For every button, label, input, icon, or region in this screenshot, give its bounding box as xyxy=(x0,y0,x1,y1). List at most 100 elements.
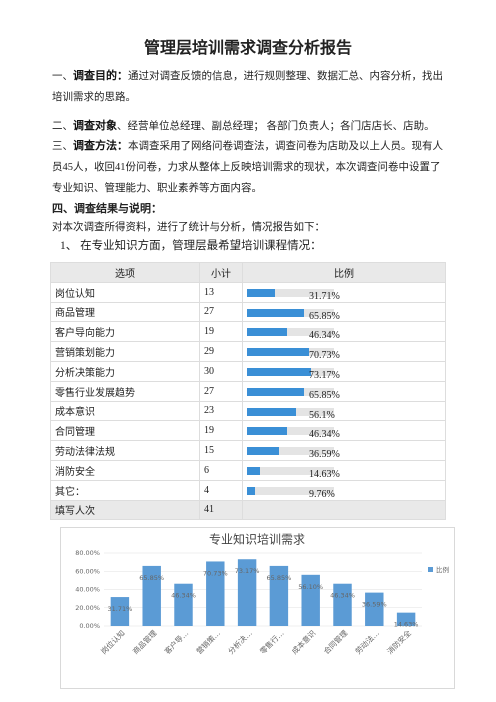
bar xyxy=(247,407,296,416)
bar-track: 14.63% xyxy=(247,466,340,480)
number: 一、 xyxy=(52,71,73,82)
bar xyxy=(247,288,275,297)
text: 、经营单位总经理、副总经理； 各部门负责人；各门店店长、店助。 xyxy=(117,121,435,132)
y-tick-label: 0.00% xyxy=(79,622,100,630)
bar xyxy=(174,583,193,626)
text: 本调查采用了网络问卷调查法，调查问卷为店助及以上人员。现有人员45人，收回41份… xyxy=(52,141,443,194)
bar xyxy=(247,367,311,376)
title: 管理层培训需求调查分析报告 xyxy=(143,38,352,57)
bar xyxy=(247,387,305,396)
label: 调查对象 xyxy=(73,119,117,132)
bar xyxy=(247,348,309,357)
row: 劳动法律法规 15 36.59% xyxy=(50,440,446,461)
count: 15 xyxy=(199,440,243,461)
bar xyxy=(247,486,256,495)
ratio-cell: 14.63% xyxy=(242,459,446,481)
ratio-label: 70.73% xyxy=(309,350,340,362)
text: 通过对调查反馈的信息，进行规则整理、数据汇总、内容分析，找出培训需求的思路。 xyxy=(52,71,443,103)
value-label: 73.17% xyxy=(235,567,260,575)
option: 其它： xyxy=(50,479,200,501)
value-label: 31.71% xyxy=(108,605,133,613)
y-tick-label: 80.00% xyxy=(75,549,100,557)
chart: 专业知识培训需求 0.00% 20.00% 40.00% 60.00% 80.00% 31… xyxy=(60,527,455,689)
y-tick-label: 60.00% xyxy=(75,567,100,575)
bar xyxy=(269,565,289,626)
value-label: 56.10% xyxy=(298,583,323,591)
ratio-cell: 73.17% xyxy=(242,360,446,382)
ratio-label: 36.59% xyxy=(309,449,340,461)
value-label: 36.59% xyxy=(362,601,387,609)
ratio-cell: 9.76% xyxy=(242,479,446,501)
number: 二、 xyxy=(52,121,73,132)
ratio-label: 65.85% xyxy=(309,310,340,322)
ratio-cell: 46.34% xyxy=(242,321,446,343)
header: 比例 xyxy=(242,262,446,283)
chart-title: 专业知识培训需求 xyxy=(209,532,305,547)
row: 营销策划能力 29 70.73% xyxy=(50,341,446,362)
bar-track: 65.85% xyxy=(247,387,340,401)
bar xyxy=(365,592,384,626)
ratio-label: 56.1% xyxy=(309,409,335,421)
ratio-label: 9.76% xyxy=(309,488,335,500)
option: 合同管理 xyxy=(50,420,200,442)
option: 成本意识 xyxy=(50,400,200,422)
empty xyxy=(242,499,446,521)
count: 6 xyxy=(199,459,243,481)
row: 合同管理 19 46.34% xyxy=(50,420,446,442)
bar-track: 31.71% xyxy=(247,288,340,302)
ratio-cell: 70.73% xyxy=(242,341,446,362)
bar xyxy=(247,328,288,337)
subhead: 1、 在专业知识方面，管理层最希望培训课程情况： xyxy=(60,240,322,252)
total-row: 填写人次 41 xyxy=(50,499,446,521)
row: 客户导向能力 19 46.34% xyxy=(50,321,446,343)
value-label: 65.85% xyxy=(267,574,292,582)
value-label: 14.63% xyxy=(394,621,419,629)
bar-track: 9.76% xyxy=(247,486,335,500)
bar-track: 56.1% xyxy=(247,407,335,421)
header: 选项 xyxy=(50,262,200,283)
value-label: 46.34% xyxy=(171,592,196,600)
count: 41 xyxy=(199,499,243,521)
count: 27 xyxy=(199,380,243,402)
paragraph: 二、调查对象、经营单位总经理、副总经理； 各部门负责人；各门店店长、店助。 xyxy=(52,115,447,137)
option: 填写人次 xyxy=(50,499,200,521)
count: 19 xyxy=(199,321,243,343)
y-tick-label: 20.00% xyxy=(75,604,100,612)
option: 消防安全 xyxy=(50,459,200,481)
bar xyxy=(110,597,130,626)
row: 分析决策能力 30 73.17% xyxy=(50,360,446,382)
section-heading: 四、调查结果与说明： xyxy=(52,198,447,220)
ratio-cell: 31.71% xyxy=(242,281,446,303)
bar-track: 70.73% xyxy=(247,348,340,361)
ratio-cell: 65.85% xyxy=(242,301,446,323)
ratio-label: 46.34% xyxy=(309,429,340,441)
count: 13 xyxy=(199,281,243,303)
option: 营销策划能力 xyxy=(50,341,200,362)
bar xyxy=(247,427,288,436)
count: 30 xyxy=(199,360,243,382)
bar-track: 46.34% xyxy=(247,328,340,341)
legend-label: 比例 xyxy=(436,565,449,574)
option: 商品管理 xyxy=(50,301,200,323)
ratio-label: 31.71% xyxy=(309,290,340,302)
bar xyxy=(247,447,279,456)
option: 劳动法律法规 xyxy=(50,440,200,461)
count: 27 xyxy=(199,301,243,323)
row: 零售行业发展趋势 27 65.85% xyxy=(50,380,446,402)
bar-track: 36.59% xyxy=(247,447,340,460)
paragraph: 一、调查目的：通过对调查反馈的信息，进行规则整理、数据汇总、内容分析，找出培训需… xyxy=(52,65,447,108)
section: 四、调查结果与说明： xyxy=(52,202,162,215)
bar xyxy=(237,559,257,626)
bar xyxy=(333,583,352,626)
bar-track: 73.17% xyxy=(247,367,340,381)
bar-track: 65.85% xyxy=(247,308,340,322)
bar xyxy=(142,565,161,626)
count: 4 xyxy=(199,479,243,501)
value-label: 46.34% xyxy=(330,592,355,600)
bar xyxy=(206,561,225,626)
ratio-label: 14.63% xyxy=(309,468,340,480)
ratio-cell: 56.1% xyxy=(242,400,446,422)
ratio-label: 65.85% xyxy=(309,389,340,401)
row: 岗位认知 13 31.71% xyxy=(50,281,446,303)
